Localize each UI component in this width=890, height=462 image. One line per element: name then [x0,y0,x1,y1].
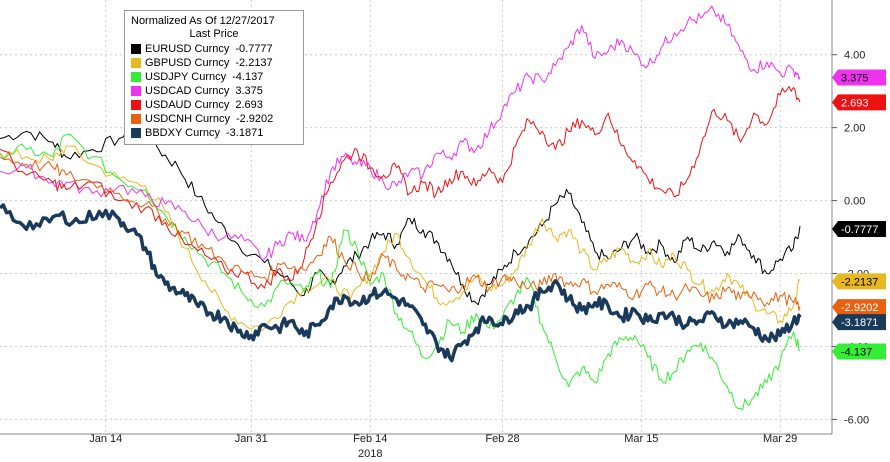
legend-series-name: GBPUSD Curncy [145,57,230,69]
series-line-usdjpy [0,133,801,411]
grid-layer [0,0,832,434]
y-tick-label: 0.00 [844,196,865,208]
value-badge-bg [832,69,886,86]
legend-series-name: USDAUD Curncy [145,99,230,111]
legend-item: USDAUD Curncy 2.693 [131,98,297,112]
x-tick-label: Mar 15 [624,433,658,445]
x-tick-label: Jan 31 [235,433,268,445]
value-badge-text: -2.9202 [841,302,878,314]
series-line-bbdxy [0,203,802,363]
y-tick-label: 4.00 [844,50,865,62]
legend-swatch [131,128,141,138]
chart-subtitle: Last Price [189,28,239,40]
legend-item: USDCNH Curncy -2.9202 [131,112,297,126]
y-tick-label: 2.00 [844,123,865,135]
value-badge: -2.2137 [832,273,886,290]
legend-item: GBPUSD Curncy -2.2137 [131,56,297,70]
x-tick-label: Feb 14 [353,433,387,445]
legend-series-name: EURUSD Curncy [145,43,230,55]
legend-item: EURUSD Curncy -0.7777 [131,42,297,56]
legend-last-value: -3.1871 [226,127,264,139]
legend-rows: EURUSD Curncy -0.7777 GBPUSD Curncy -2.2137… [131,42,297,140]
value-badge-text: -2.2137 [841,276,878,288]
value-badge: -2.9202 [832,299,886,316]
value-badge-text: 2.693 [841,97,869,109]
legend-last-value: -4.137 [232,71,264,83]
legend-series-name: BBDXY Curncy [145,127,220,139]
legend-swatch [131,72,141,82]
legend-item: BBDXY Curncy -3.1871 [131,126,297,140]
value-badge-bg [832,220,886,237]
badge-layer: 3.375 2.693 -0.7777 -2.2137 -2.9202 -3.1871 -4… [832,69,886,360]
legend-swatch [131,58,141,68]
value-badge-bg [832,343,886,360]
value-badge: 3.375 [832,69,886,86]
chart-title: Normalized As Of 12/27/2017 [131,15,275,27]
value-badge-bg [832,94,886,111]
x-year-label: 2018 [358,448,382,460]
series-layer [0,5,802,411]
x-tick-label: Jan 14 [89,433,122,445]
value-badge-text: -4.137 [841,346,872,358]
value-badge: -0.7777 [832,220,886,237]
series-line-eurusd [0,123,801,306]
legend-series-name: USDCNH Curncy [145,113,230,125]
value-badge-text: -3.1871 [841,317,878,329]
legend-last-value: 3.375 [235,85,263,97]
series-line-gbpusd [0,145,801,332]
legend-last-value: 2.693 [235,99,263,111]
value-badge-bg [832,299,886,316]
value-badge-text: 3.375 [841,73,869,85]
y-tick-label: -6.00 [844,414,869,426]
series-line-usdcnh [0,156,801,311]
legend-swatch [131,86,141,96]
legend-swatch [131,44,141,54]
legend-item: USDJPY Curncy -4.137 [131,70,297,84]
legend-item: USDCAD Curncy 3.375 [131,84,297,98]
series-line-usdcad [0,5,801,260]
value-badge-bg [832,314,886,331]
legend: Normalized As Of 12/27/2017 Last Price E… [124,10,304,145]
value-badge: 2.693 [832,94,886,111]
x-tick-label: Feb 28 [485,433,519,445]
legend-swatch [131,100,141,110]
legend-last-value: -2.9202 [235,113,274,125]
legend-series-name: USDJPY Curncy [145,71,227,83]
x-tick-label: Mar 29 [763,433,797,445]
legend-swatch [131,114,141,124]
value-badge-bg [832,273,886,290]
legend-last-value: -0.7777 [235,43,273,55]
series-line-usdaud [0,86,801,290]
value-badge: -3.1871 [832,314,886,331]
legend-series-name: USDCAD Curncy [145,85,230,97]
value-badge-text: -0.7777 [841,224,878,236]
legend-last-value: -2.2137 [235,57,273,69]
value-badge: -4.137 [832,343,886,360]
